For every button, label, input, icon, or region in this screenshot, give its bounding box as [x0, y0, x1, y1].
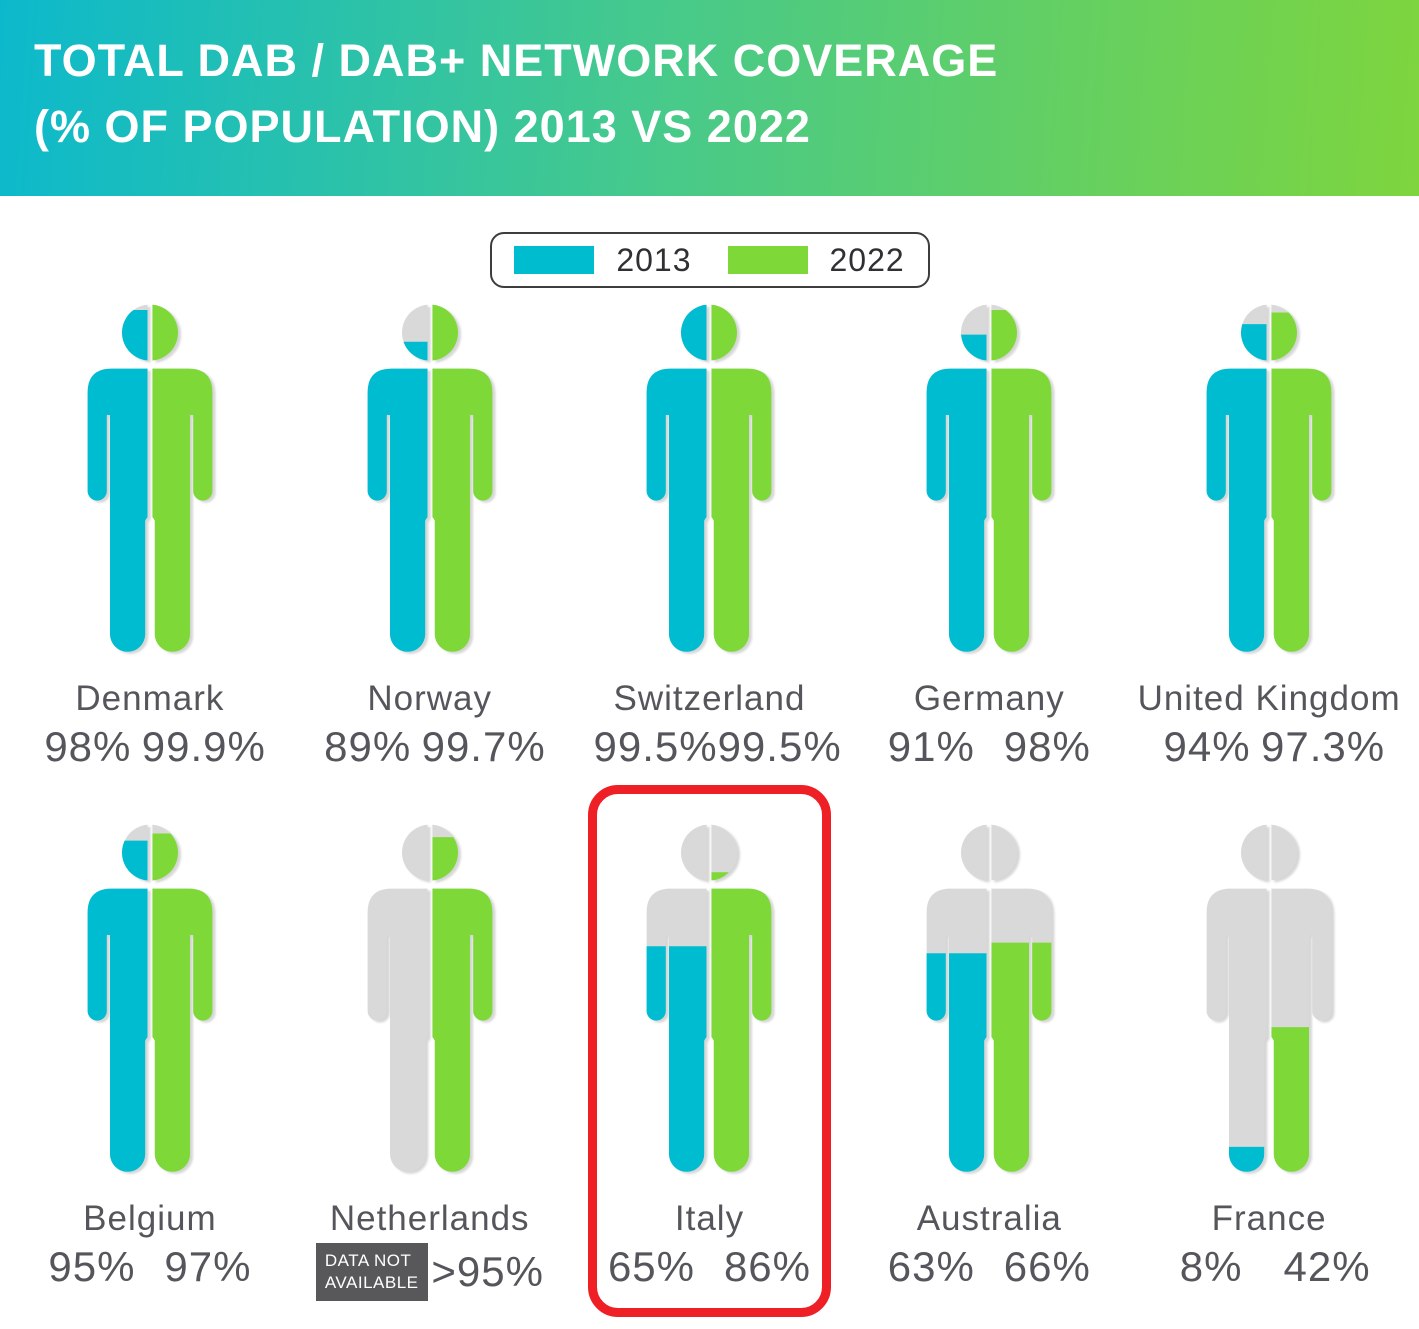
country-name: Denmark [75, 679, 225, 718]
value-2013: 95% [48, 1243, 136, 1290]
country-values: 65% 86% [593, 1243, 825, 1291]
legend: 2013 2022 [489, 232, 930, 288]
country-name: Italy [674, 1199, 745, 1238]
country-cell-germany: Germany 91% 98% [849, 303, 1129, 771]
pictogram-row-1: Denmark 98% 99.9% Norway 89% 99.7% Switzerland… [10, 303, 1409, 771]
value-2013: DATA NOT AVAILABLE [314, 1243, 430, 1301]
country-values: 95% 97% [34, 1243, 266, 1291]
person-pictogram-denmark [87, 304, 213, 652]
pictogram-row-2: Belgium 95% 97% Netherlands DATA NOT AVAILABL… [10, 785, 1409, 1317]
country-cell-united-kingdom: United Kingdom 94% 97.3% [1129, 303, 1409, 771]
value-2022: 98% [1003, 723, 1091, 770]
value-2022: >95% [431, 1248, 544, 1295]
country-cell-denmark: Denmark 98% 99.9% [10, 303, 290, 771]
value-2022: 97% [164, 1243, 252, 1290]
country-name: Belgium [83, 1199, 217, 1238]
value-2013: 94% [1163, 723, 1251, 770]
value-2013: 89% [324, 723, 412, 770]
country-cell-norway: Norway 89% 99.7% [290, 303, 570, 771]
country-values: 99.5% 99.5% [593, 723, 840, 771]
country-values: 63% 66% [873, 1243, 1105, 1291]
country-name: Norway [367, 679, 493, 718]
value-2013: 8% [1179, 1243, 1243, 1290]
country-name: France [1211, 1199, 1327, 1238]
pictogram-grid: Denmark 98% 99.9% Norway 89% 99.7% Switzerland… [0, 303, 1419, 1317]
country-values: 98% 99.9% [34, 723, 266, 771]
page-title-line-2: (% OF POPULATION) 2013 VS 2022 [34, 101, 811, 152]
country-values: 89% 99.7% [314, 723, 546, 771]
country-cell-netherlands: Netherlands DATA NOT AVAILABLE >95% [290, 823, 570, 1301]
value-2013: 91% [887, 723, 975, 770]
value-2022: 99.9% [141, 723, 266, 770]
country-name: United Kingdom [1137, 679, 1401, 718]
country-cell-switzerland: Switzerland 99.5% 99.5% [570, 303, 850, 771]
person-pictogram-france [1206, 824, 1332, 1172]
legend-label-2013: 2013 [616, 241, 692, 278]
value-2022: 66% [1003, 1243, 1091, 1290]
data-not-available-badge: DATA NOT AVAILABLE [315, 1243, 428, 1301]
country-name: Australia [916, 1199, 1062, 1238]
country-cell-australia: Australia 63% 66% [849, 823, 1129, 1301]
person-pictogram-italy [647, 824, 772, 1172]
value-2022: 86% [723, 1243, 812, 1290]
country-cell-belgium: Belgium 95% 97% [10, 823, 290, 1301]
country-cell-france: France 8% 42% [1129, 823, 1409, 1301]
person-pictogram-germany [926, 304, 1052, 652]
legend-swatch-2022 [727, 246, 808, 274]
person-pictogram-belgium [87, 824, 213, 1172]
legend-swatch-2013 [514, 246, 595, 274]
legend-label-2022: 2022 [829, 241, 905, 278]
page-title-line-1: TOTAL DAB / DAB+ NETWORK COVERAGE [34, 35, 999, 86]
country-name: Germany [913, 679, 1065, 718]
country-values: 91% 98% [873, 723, 1105, 771]
person-pictogram-netherlands [367, 824, 493, 1172]
value-2022: 99.7% [421, 723, 546, 770]
header-banner: TOTAL DAB / DAB+ NETWORK COVERAGE (% OF … [0, 0, 1419, 196]
person-pictogram-switzerland [647, 304, 772, 652]
person-pictogram-norway [367, 304, 493, 652]
country-values: 8% 42% [1153, 1243, 1385, 1291]
value-2013: 98% [44, 723, 132, 770]
value-2013: 65% [607, 1243, 696, 1290]
country-values: DATA NOT AVAILABLE >95% [314, 1243, 546, 1301]
country-name: Switzerland [613, 679, 806, 718]
value-2022: 97.3% [1260, 723, 1386, 770]
person-pictogram-united-kingdom [1206, 304, 1332, 652]
value-2022: 99.5% [717, 723, 842, 770]
value-2022: 42% [1283, 1243, 1371, 1290]
country-cell-italy: Italy 65% 86% [570, 785, 850, 1317]
value-2013: 63% [887, 1243, 975, 1290]
country-values: 94% 97.3% [1153, 723, 1385, 771]
value-2013: 99.5% [593, 723, 718, 770]
country-name: Netherlands [329, 1199, 530, 1238]
person-pictogram-australia [926, 824, 1052, 1172]
